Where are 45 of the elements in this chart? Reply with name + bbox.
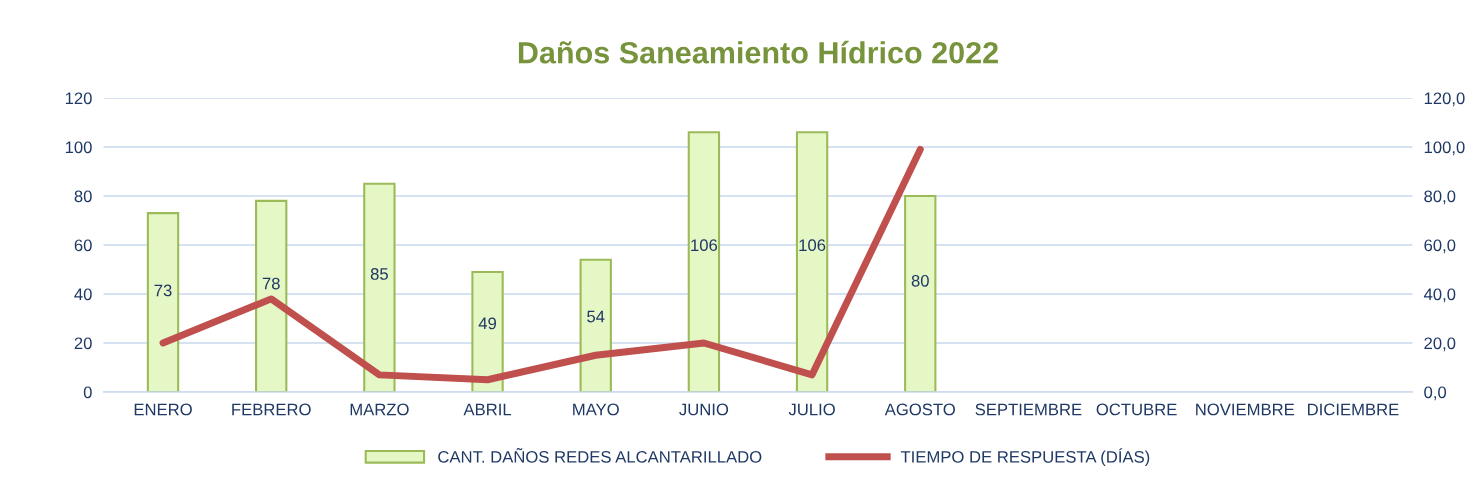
x-tick-label: DICIEMBRE: [1308, 403, 1399, 416]
x-tick-label: NOVIEMBRE: [1196, 403, 1295, 416]
y-tick-label: 100: [65, 141, 92, 154]
bar: [363, 182, 396, 392]
data-label: 78: [262, 277, 280, 290]
x-tick-label: OCTUBRE: [1096, 403, 1177, 416]
y2-tick-label: 100,0: [1424, 141, 1465, 156]
data-label: 106: [691, 239, 718, 252]
y2-tick-label: 80,0: [1424, 190, 1456, 205]
x-tick-label: SEPTIEMBRE: [975, 403, 1082, 416]
bar: [471, 270, 504, 392]
bar: [579, 258, 612, 392]
bar: [795, 131, 829, 392]
y-tick-label: 40: [74, 288, 92, 301]
x-tick-label: ABRIL: [463, 403, 512, 416]
y-tick-label: 60: [74, 239, 92, 252]
x-tick-label: FEBRERO: [232, 403, 311, 416]
bar: [904, 194, 937, 392]
y2-tick-label: 0,0: [1424, 386, 1447, 401]
x-tick-label: JULIO: [788, 403, 835, 416]
x-tick-label: AGOSTO: [884, 403, 955, 416]
y-tick-label: 120: [65, 92, 92, 105]
x-tick-label: MAYO: [573, 403, 619, 416]
x-tick-label: MARZO: [350, 403, 409, 416]
y2-tick-label: 40,0: [1423, 288, 1456, 303]
data-label: 85: [370, 268, 388, 280]
data-label: 80: [911, 274, 929, 287]
y2-tick-label: 20,0: [1424, 337, 1456, 352]
data-label: 73: [154, 284, 172, 297]
legend-label: CANT. DAÑOS REDES ALCANTARILLADO: [438, 447, 762, 463]
x-tick-label: JUNIO: [679, 403, 729, 416]
chart-title: Daños Saneamiento Hídrico 2022: [518, 40, 998, 64]
data-label: 54: [587, 310, 605, 323]
y-tick-label: 80: [74, 190, 92, 203]
bar: [146, 212, 180, 392]
data-label: 49: [478, 317, 497, 330]
y-tick-label: 0: [83, 386, 92, 399]
y-tick-label: 20: [74, 337, 92, 350]
bar: [255, 199, 288, 392]
y2-tick-label: 60,0: [1424, 239, 1456, 254]
bar: [687, 131, 721, 392]
legend-label: TIEMPO DE RESPUESTA (DÍAS): [900, 448, 1150, 467]
data-label: 106: [799, 239, 826, 252]
y2-tick-label: 120,0: [1424, 92, 1465, 107]
x-tick-label: ENERO: [134, 403, 192, 416]
